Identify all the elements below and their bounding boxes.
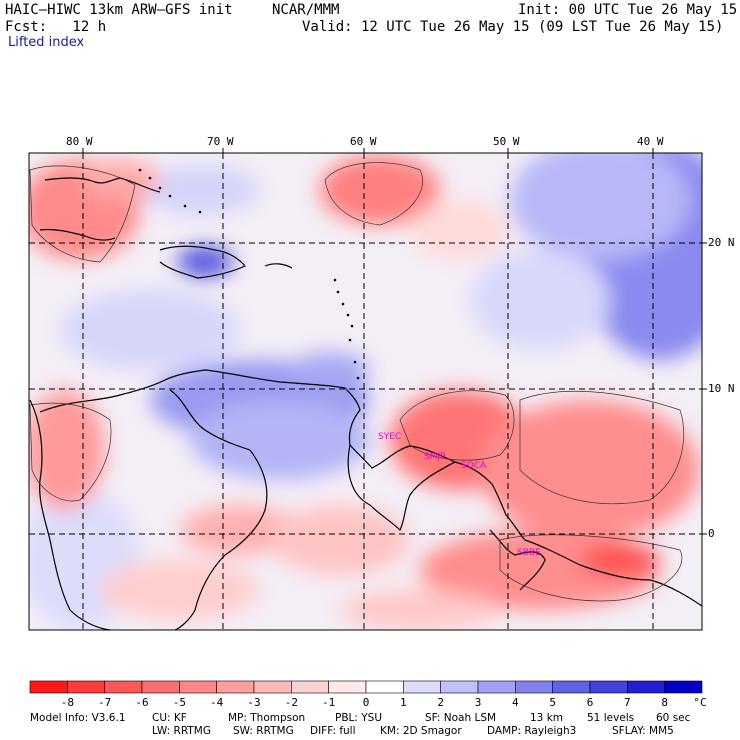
colorbar-tick-label: -6 — [135, 696, 149, 709]
colorbar-swatch — [440, 680, 479, 694]
islands — [138, 168, 360, 380]
center-name: NCAR/MMM — [272, 2, 340, 18]
footer-mp: MP: Thompson — [228, 712, 306, 724]
colorbar-swatch — [515, 680, 553, 694]
footer-diff: DIFF: full — [310, 725, 356, 737]
colorbar-swatch — [589, 680, 628, 694]
colorbar-swatch — [216, 680, 255, 694]
colorbar-swatch — [29, 680, 68, 694]
footer-km: KM: 2D Smagor — [380, 725, 462, 737]
lon-label-80w: 80 W — [66, 135, 93, 148]
colorbar-tick-label: 2 — [437, 696, 444, 709]
colorbar-swatch — [253, 680, 292, 694]
colorbar-tick-label: 8 — [661, 696, 668, 709]
colorbar-tick-label: -2 — [284, 696, 298, 709]
station-label: SBBE — [517, 548, 541, 558]
lon-label-50w: 50 W — [493, 135, 520, 148]
footer-damp: DAMP: Rayleigh3 — [487, 725, 577, 737]
footer-cu: CU: KF — [152, 712, 187, 724]
footer-timestep: 60 sec — [656, 712, 691, 724]
colorbar-swatch — [552, 680, 591, 694]
colorbar-tick-label: -3 — [247, 696, 261, 709]
coastlines — [29, 177, 702, 630]
colorbar-swatch — [67, 680, 105, 694]
station-label: SMJP — [424, 452, 446, 462]
colorbar-swatch — [141, 680, 180, 694]
colorbar-swatch — [664, 680, 703, 694]
valid-time: Valid: 12 UTC Tue 26 May 15 (09 LST Tue … — [302, 19, 724, 35]
colorbar-swatch — [291, 680, 329, 694]
colorbar-tick-label: -7 — [98, 696, 112, 709]
footer-sf: SF: Noah LSM — [425, 712, 497, 724]
station-label: SOCA — [461, 461, 487, 471]
colorbar-tick-label: 6 — [586, 696, 594, 709]
footer-resolution: 13 km — [530, 712, 564, 724]
forecast-hour: Fcst: 12 h — [5, 19, 107, 35]
model-title: HAIC–HIWC 13km ARW–GFS init — [5, 2, 233, 18]
colorbar-tick-label: -5 — [172, 696, 186, 709]
colorbar-swatch — [403, 680, 441, 694]
colorbar-tick-label: 3 — [474, 696, 482, 709]
footer-pbl: PBL: YSU — [335, 712, 383, 724]
station-label: SYEC — [378, 432, 402, 442]
map-field — [29, 153, 702, 630]
init-time: Init: 00 UTC Tue 26 May 15 — [518, 2, 738, 18]
colorbar-tick-label: 4 — [512, 696, 519, 709]
footer-sflay: SFLAY: MM5 — [612, 725, 674, 737]
colorbar-swatch — [627, 680, 665, 694]
colorbar-swatch — [365, 680, 404, 694]
colorbar-swatch — [328, 680, 367, 694]
colorbar-tick-label: 7 — [624, 696, 631, 709]
colorbar-tick-label: -1 — [322, 696, 336, 709]
footer-sw: SW: RRTMG — [233, 725, 294, 737]
colorbar-swatch — [104, 680, 143, 694]
footer-lw: LW: RRTMG — [152, 725, 211, 737]
field-name: Lifted index — [8, 35, 85, 50]
lon-label-70w: 70 W — [207, 135, 234, 148]
colorbar-swatch — [179, 680, 217, 694]
lat-label-0: 0 — [708, 527, 715, 540]
footer-model-info: Model Info: V3.6.1 — [30, 712, 126, 724]
lon-label-60w: 60 W — [350, 135, 377, 148]
lat-label-20n: 20 N — [708, 236, 735, 249]
lon-label-40w: 40 W — [637, 135, 664, 148]
map-frame — [28, 152, 703, 631]
footer-levels: 51 levels — [587, 712, 635, 724]
latlon-grid — [29, 153, 702, 630]
colorbar-unit: °C — [693, 696, 707, 709]
colorbar-tick-label: 1 — [400, 696, 407, 709]
map-ticks — [82, 148, 707, 535]
colorbar-tick-label: -4 — [210, 696, 224, 709]
colorbar-tick-label: -8 — [60, 696, 74, 709]
field-shading — [29, 153, 702, 630]
colorbar-tick-label: 0 — [362, 696, 370, 709]
lat-label-10n: 10 N — [708, 382, 735, 395]
colorbar-tick-label: 5 — [549, 696, 556, 709]
colorbar-swatch — [477, 680, 516, 694]
colorbar — [29, 680, 703, 694]
